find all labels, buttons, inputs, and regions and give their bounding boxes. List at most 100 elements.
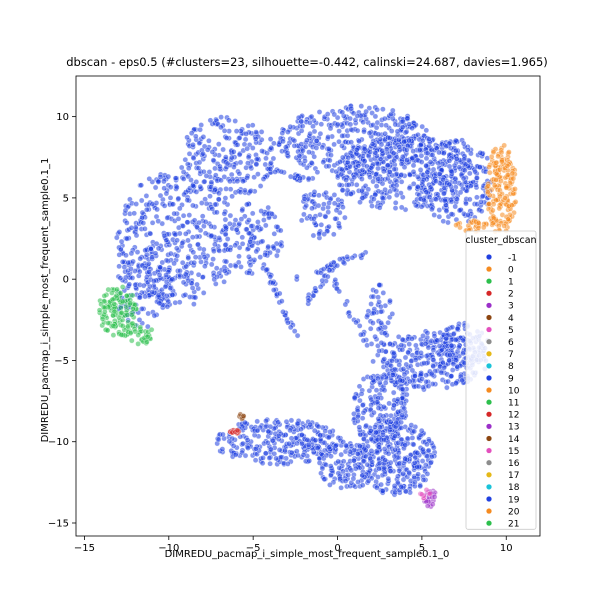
- data-point: [298, 426, 304, 432]
- data-point: [340, 154, 346, 161]
- data-point: [236, 253, 242, 260]
- data-point: [351, 174, 357, 181]
- data-point: [247, 188, 254, 195]
- data-point: [440, 176, 446, 183]
- legend-marker: [486, 423, 493, 430]
- data-point: [113, 292, 120, 299]
- data-point: [360, 337, 367, 344]
- data-point: [418, 427, 425, 434]
- data-point: [339, 133, 345, 139]
- data-point: [177, 268, 183, 274]
- data-point: [177, 205, 183, 212]
- data-point: [374, 106, 380, 113]
- data-point: [337, 475, 343, 482]
- data-point: [378, 141, 385, 148]
- data-point: [372, 113, 379, 120]
- data-point: [441, 364, 447, 371]
- data-point: [359, 472, 366, 479]
- data-point: [375, 416, 382, 422]
- data-point: [195, 241, 201, 248]
- data-point: [254, 427, 261, 434]
- data-point: [316, 109, 323, 115]
- data-point: [359, 251, 366, 258]
- data-point: [298, 217, 305, 224]
- data-point: [201, 169, 207, 175]
- data-point: [497, 166, 503, 173]
- data-point: [313, 145, 320, 151]
- data-point: [335, 458, 341, 465]
- data-point: [305, 297, 312, 304]
- data-point: [146, 260, 152, 267]
- data-point: [135, 332, 141, 338]
- data-point: [391, 157, 397, 164]
- data-point: [418, 350, 424, 356]
- data-point: [370, 293, 377, 300]
- data-point: [361, 436, 367, 442]
- data-point: [294, 420, 301, 427]
- data-point: [227, 221, 233, 227]
- data-point: [245, 154, 252, 161]
- data-point: [315, 423, 322, 430]
- data-point: [440, 218, 447, 224]
- data-point: [219, 446, 226, 452]
- data-point: [319, 465, 326, 472]
- data-point: [271, 287, 277, 293]
- data-point: [360, 458, 367, 464]
- legend-title: cluster_dbscan: [465, 235, 536, 246]
- data-point: [350, 110, 357, 117]
- data-point: [429, 152, 436, 158]
- data-point: [174, 237, 180, 244]
- data-point: [374, 449, 381, 456]
- data-point: [423, 162, 429, 169]
- data-point: [324, 111, 331, 117]
- legend-box: [465, 230, 537, 530]
- legend-marker: [486, 387, 493, 394]
- data-point: [110, 323, 117, 329]
- data-point: [246, 217, 252, 223]
- data-point: [453, 147, 459, 154]
- data-point: [124, 220, 130, 226]
- data-point: [162, 284, 169, 290]
- data-point: [436, 149, 442, 156]
- data-point: [271, 140, 277, 147]
- legend-label: 1: [508, 278, 514, 288]
- legend-marker: [486, 471, 493, 478]
- legend-label: 13: [508, 423, 519, 433]
- data-point: [146, 269, 152, 275]
- data-point: [410, 169, 417, 175]
- data-point: [429, 453, 435, 460]
- data-point: [358, 331, 364, 338]
- data-point: [410, 162, 417, 169]
- data-point: [174, 245, 180, 252]
- data-point: [460, 350, 466, 357]
- data-point: [199, 200, 205, 206]
- legend-marker: [486, 399, 493, 406]
- data-point: [263, 450, 269, 456]
- data-point: [188, 130, 195, 136]
- legend-marker: [486, 459, 493, 466]
- data-point: [210, 256, 216, 262]
- data-point: [270, 280, 276, 286]
- data-point: [240, 440, 246, 447]
- data-point: [193, 133, 199, 140]
- data-point: [317, 432, 324, 439]
- data-point: [195, 165, 202, 171]
- data-point: [137, 324, 144, 331]
- data-point: [334, 262, 340, 269]
- data-point: [157, 264, 164, 271]
- data-point: [151, 312, 158, 319]
- legend-marker: [486, 508, 493, 515]
- data-point: [408, 422, 415, 428]
- data-point: [373, 171, 379, 178]
- data-point: [378, 320, 384, 326]
- data-point: [395, 473, 401, 480]
- data-point: [399, 118, 406, 125]
- data-point: [111, 308, 118, 315]
- legend-marker: [486, 302, 493, 309]
- data-point: [208, 184, 214, 190]
- data-point: [381, 437, 387, 443]
- data-point: [337, 256, 343, 262]
- data-point: [155, 218, 161, 224]
- data-point: [410, 148, 416, 154]
- data-point: [288, 417, 295, 424]
